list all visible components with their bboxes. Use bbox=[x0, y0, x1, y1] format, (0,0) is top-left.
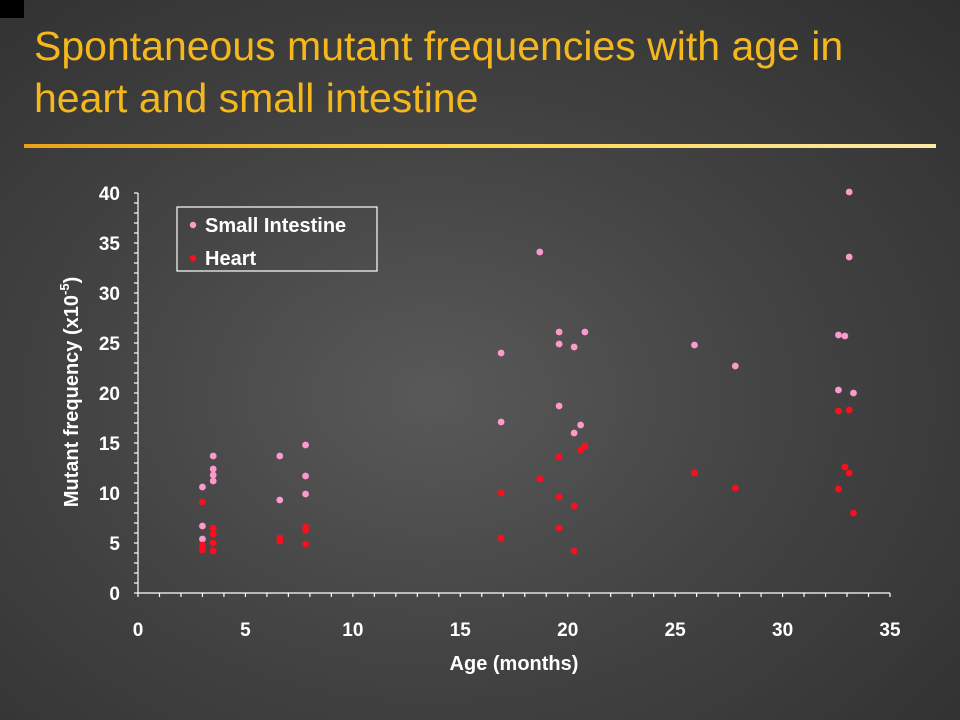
data-point-small-intestine bbox=[691, 341, 698, 349]
data-point-heart bbox=[845, 406, 853, 414]
y-axis-title-close: ) bbox=[61, 277, 83, 284]
data-point-small-intestine bbox=[199, 535, 206, 543]
data-point-small-intestine bbox=[731, 362, 739, 370]
data-point-small-intestine bbox=[276, 452, 284, 460]
data-point-small-intestine bbox=[845, 253, 853, 261]
data-point-heart bbox=[835, 407, 842, 415]
data-point-heart bbox=[199, 498, 206, 506]
data-point-small-intestine bbox=[302, 441, 309, 449]
y-tick-label: 25 bbox=[99, 334, 121, 355]
data-point-small-intestine bbox=[497, 349, 505, 357]
y-tick-label: 30 bbox=[99, 284, 120, 305]
x-tick-label: 0 bbox=[133, 620, 144, 641]
data-point-small-intestine bbox=[555, 328, 563, 336]
data-point-heart bbox=[841, 463, 849, 471]
data-point-heart bbox=[581, 442, 589, 450]
data-point-heart bbox=[555, 453, 563, 461]
x-tick-label: 20 bbox=[557, 620, 578, 641]
data-point-small-intestine bbox=[302, 472, 309, 480]
data-point-small-intestine bbox=[209, 477, 217, 485]
data-point-small-intestine bbox=[497, 418, 505, 426]
legend-marker-heart bbox=[189, 254, 197, 262]
data-point-heart bbox=[570, 502, 578, 510]
data-point-small-intestine bbox=[570, 429, 578, 437]
slide-title: Spontaneous mutant frequencies with age … bbox=[34, 23, 844, 121]
y-axis-title-exponent: -5 bbox=[57, 283, 72, 295]
data-point-small-intestine bbox=[302, 490, 309, 498]
data-point-heart bbox=[276, 537, 284, 545]
x-axis-title: Age (months) bbox=[450, 653, 579, 675]
data-point-small-intestine bbox=[555, 402, 563, 410]
data-point-small-intestine bbox=[835, 386, 842, 394]
x-tick-label: 10 bbox=[342, 620, 363, 641]
data-point-small-intestine bbox=[577, 421, 585, 429]
legend-label-heart: Heart bbox=[205, 248, 256, 270]
y-axis-title-main: Mutant frequency (x10 bbox=[61, 295, 83, 507]
data-point-small-intestine bbox=[536, 248, 544, 256]
data-point-heart bbox=[850, 509, 857, 517]
data-point-small-intestine bbox=[841, 332, 849, 340]
y-tick-label: 15 bbox=[99, 434, 121, 455]
axes bbox=[134, 192, 891, 597]
y-tick-label: 35 bbox=[99, 234, 121, 255]
data-point-small-intestine bbox=[555, 340, 563, 348]
data-point-small-intestine bbox=[209, 471, 217, 479]
legend: Small Intestine Heart bbox=[176, 206, 378, 272]
data-point-heart bbox=[835, 485, 842, 493]
x-tick-label: 35 bbox=[879, 620, 901, 641]
data-point-small-intestine bbox=[199, 522, 206, 530]
y-tick-label: 20 bbox=[99, 384, 120, 405]
data-point-heart bbox=[209, 530, 217, 538]
data-point-heart bbox=[497, 489, 505, 497]
data-point-heart bbox=[577, 446, 585, 454]
data-point-heart bbox=[302, 540, 309, 548]
x-tick-label: 30 bbox=[772, 620, 793, 641]
y-tick-label: 40 bbox=[99, 184, 120, 205]
corner-mark bbox=[0, 0, 24, 18]
data-point-heart bbox=[555, 493, 563, 501]
y-axis-title-group: Mutant frequency (x10-5) bbox=[57, 277, 83, 508]
legend-box bbox=[176, 206, 378, 272]
x-tick-label: 5 bbox=[240, 620, 251, 641]
data-point-small-intestine bbox=[209, 452, 217, 460]
data-point-heart bbox=[199, 541, 206, 549]
data-point-heart bbox=[570, 547, 578, 555]
data-point-heart bbox=[731, 484, 739, 492]
tick-labels: 0 5 10 15 20 25 30 35 40 0 5 10 15 20 25 30 35 bbox=[99, 184, 901, 641]
data-point-heart bbox=[209, 547, 217, 555]
data-point-heart bbox=[199, 546, 206, 554]
x-tick-label: 15 bbox=[450, 620, 472, 641]
data-point-heart bbox=[209, 524, 217, 532]
data-points bbox=[199, 188, 857, 555]
title-underline bbox=[24, 144, 936, 148]
data-point-small-intestine bbox=[276, 496, 284, 504]
data-point-small-intestine bbox=[581, 328, 589, 336]
legend-label-small-intestine: Small Intestine bbox=[205, 215, 346, 237]
data-point-heart bbox=[497, 534, 505, 542]
data-point-small-intestine bbox=[570, 343, 578, 351]
data-point-heart bbox=[302, 526, 309, 534]
y-tick-label: 5 bbox=[109, 534, 120, 555]
legend-marker-small-intestine bbox=[189, 221, 197, 229]
y-tick-label: 0 bbox=[109, 584, 120, 605]
data-point-heart bbox=[555, 524, 563, 532]
y-axis-title: Mutant frequency (x10-5) bbox=[57, 277, 83, 508]
data-point-heart bbox=[691, 469, 698, 477]
data-point-small-intestine bbox=[209, 465, 217, 473]
data-point-small-intestine bbox=[199, 483, 206, 491]
data-point-heart bbox=[209, 539, 217, 547]
data-point-small-intestine bbox=[835, 331, 842, 339]
data-point-heart bbox=[845, 469, 853, 477]
y-tick-label: 10 bbox=[99, 484, 120, 505]
data-point-heart bbox=[536, 475, 544, 483]
data-point-small-intestine bbox=[850, 389, 857, 397]
data-point-small-intestine bbox=[845, 188, 853, 196]
x-tick-label: 25 bbox=[665, 620, 687, 641]
